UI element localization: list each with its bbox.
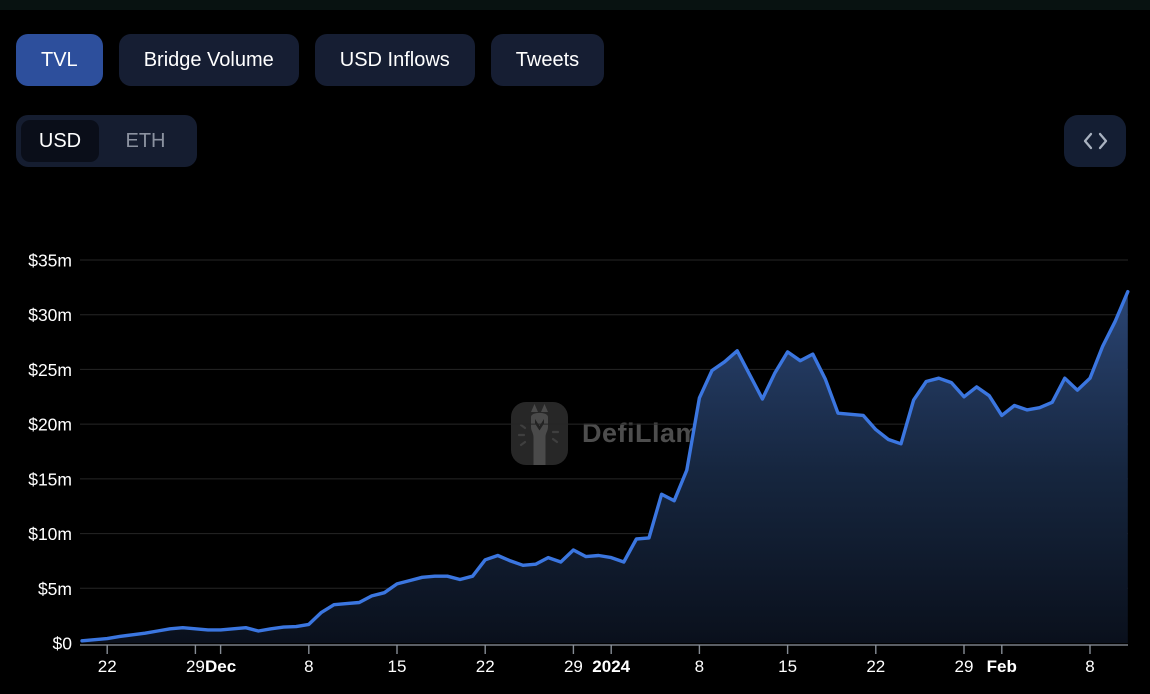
currency-option-eth[interactable]: ETH	[125, 129, 166, 152]
currency-toggle[interactable]: USD ETH	[16, 115, 197, 167]
x-tick-label: 15	[388, 657, 407, 676]
top-strip	[0, 0, 1150, 10]
x-tick-label: Feb	[987, 657, 1017, 676]
y-tick-label: $5m	[38, 579, 72, 599]
y-tick-label: $15m	[28, 469, 72, 489]
x-tick-label: Dec	[205, 657, 236, 676]
currency-option-usd[interactable]: USD	[21, 120, 99, 162]
x-tick-label: 29	[564, 657, 583, 676]
x-tick-label: 22	[476, 657, 495, 676]
tab-tvl[interactable]: TVL	[16, 34, 103, 86]
x-tick-label: 29	[955, 657, 974, 676]
tab-tweets[interactable]: Tweets	[490, 34, 605, 86]
x-tick-label: 2024	[592, 657, 630, 676]
x-tick-label: 8	[695, 657, 704, 676]
metric-tabs: TVL Bridge Volume USD Inflows Tweets	[16, 34, 605, 86]
y-tick-label: $25m	[28, 360, 72, 380]
tab-bridge-volume[interactable]: Bridge Volume	[118, 34, 299, 86]
x-tick-label: 8	[1085, 657, 1094, 676]
y-tick-label: $10m	[28, 524, 72, 544]
y-tick-label: $0	[53, 634, 73, 654]
x-tick-label: 22	[866, 657, 885, 676]
embed-chart-button[interactable]	[1064, 115, 1126, 167]
x-tick-label: 8	[304, 657, 313, 676]
x-tick-label: 29	[186, 657, 205, 676]
y-tick-label: $30m	[28, 305, 72, 325]
x-tick-label: 22	[98, 657, 117, 676]
tab-usd-inflows[interactable]: USD Inflows	[314, 34, 475, 86]
code-embed-icon	[1083, 132, 1107, 150]
x-tick-label: 15	[778, 657, 797, 676]
tvl-line	[80, 290, 1130, 643]
tvl-area-fill	[82, 291, 1128, 643]
y-tick-label: $20m	[28, 415, 72, 435]
y-tick-label: $35m	[28, 250, 72, 270]
